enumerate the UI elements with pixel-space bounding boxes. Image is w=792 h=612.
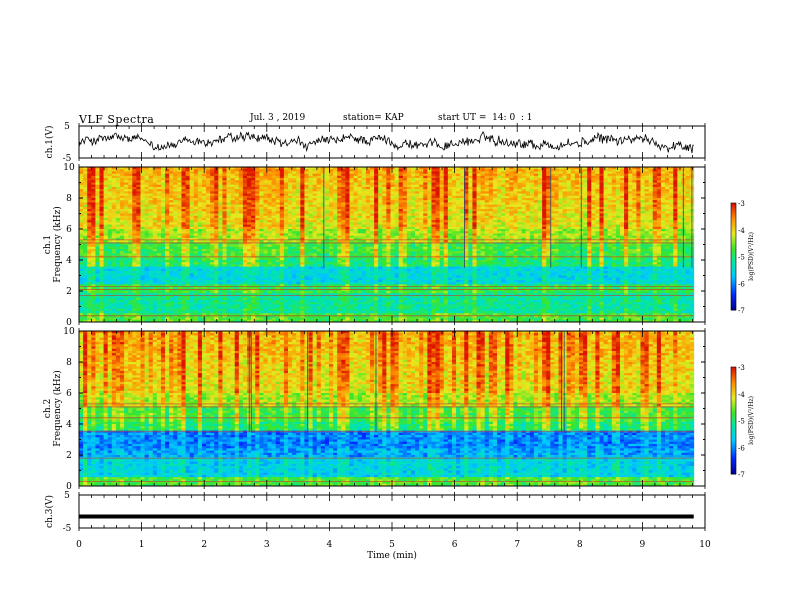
- ytick-label: 4: [66, 256, 72, 266]
- colorbar-tick-label: -3: [738, 364, 745, 372]
- colorbar-tick-label: -7: [738, 471, 745, 479]
- xaxis-label: Time (min): [367, 550, 417, 561]
- ytick-label: 10: [63, 327, 75, 337]
- colorbar-tick-label: -5: [738, 254, 745, 262]
- ylabel: ch.1Frequency (kHz): [43, 206, 63, 283]
- colorbar-tick-label: -5: [738, 418, 745, 426]
- colorbar-label: log(PSD)(V²/Hz): [748, 232, 755, 281]
- colorbar-tick-label: -6: [738, 280, 745, 288]
- start-time-label: start UT = 14: 0 : 1: [438, 113, 533, 123]
- colorbar-label: log(PSD)(V²/Hz): [748, 396, 755, 445]
- ylabel: ch.3(V): [44, 495, 55, 528]
- station-label: station= KAP: [343, 113, 404, 123]
- ytick-label: 6: [66, 225, 72, 235]
- xtick-label: 7: [514, 540, 520, 550]
- colorbar-tick-label: -6: [738, 444, 745, 452]
- xtick-label: 0: [76, 540, 82, 550]
- ytick-label: 8: [66, 358, 72, 368]
- ytick-label: -5: [63, 154, 72, 164]
- ytick-label: 10: [63, 163, 75, 173]
- xtick-label: 5: [389, 540, 395, 550]
- ylabel-line: Frequency (kHz): [52, 370, 63, 447]
- xtick-label: 8: [577, 540, 583, 550]
- ytick-label: 2: [66, 451, 72, 461]
- ylabel: ch.1(V): [44, 126, 55, 159]
- xtick-label: 6: [452, 540, 458, 550]
- xticks: [78, 328, 706, 489]
- ytick-label: 2: [66, 287, 72, 297]
- ch2-spectrogram: 0 2 4 6 8 10 ch.2Frequency (kHz) -3 -4 -5 -6 -7 log(…: [43, 327, 755, 492]
- ytick-label: 6: [66, 389, 72, 399]
- xticks: [78, 123, 706, 161]
- ch1-spectrogram: 0 2 4 6 8 10 ch.1Frequency (kHz) -3 -4 -5 -6 -7 log(…: [43, 163, 755, 328]
- recording-date: Jul. 3 , 2019: [250, 113, 305, 123]
- colorbar-tick-label: -7: [738, 307, 745, 315]
- ytick-label: 8: [66, 194, 72, 204]
- ytick-label: -5: [63, 524, 72, 534]
- xtick-label: 3: [264, 540, 270, 550]
- ylabel-line: ch.2: [43, 399, 53, 418]
- ylabel: ch.2Frequency (kHz): [43, 370, 63, 447]
- xtick-label: 10: [699, 540, 711, 550]
- ytick-label: 5: [64, 122, 70, 132]
- xticks: 0 1 2 3 4 5 6 7 8 9 10: [76, 492, 711, 550]
- xticks: [78, 164, 706, 325]
- colorbar: -3 -4 -5 -6 -7 log(PSD)(V²/Hz): [730, 200, 755, 315]
- colorbar: -3 -4 -5 -6 -7 log(PSD)(V²/Hz): [730, 364, 755, 479]
- ch1-trace: [78, 131, 694, 154]
- colorbar-tick-label: -4: [738, 391, 745, 399]
- ytick-label: 0: [66, 318, 72, 328]
- ylabel-line: Frequency (kHz): [52, 206, 63, 283]
- ch1-waveform: 5 -5 ch.1(V): [44, 122, 706, 164]
- xtick-label: 1: [139, 540, 145, 550]
- colorbar-tick-label: -3: [738, 200, 745, 208]
- colorbar-tick-label: -4: [738, 227, 745, 235]
- ytick-label: 5: [64, 491, 70, 501]
- xtick-label: 4: [327, 540, 333, 550]
- xtick-label: 9: [640, 540, 646, 550]
- ylabel-line: ch.1: [43, 235, 53, 254]
- xtick-label: 2: [201, 540, 207, 550]
- ytick-label: 0: [66, 482, 72, 492]
- ch3-waveform: 5 -5 ch.3(V): [44, 491, 706, 534]
- ytick-label: 4: [66, 420, 72, 430]
- figure-title: VLF Spectra: [79, 113, 154, 126]
